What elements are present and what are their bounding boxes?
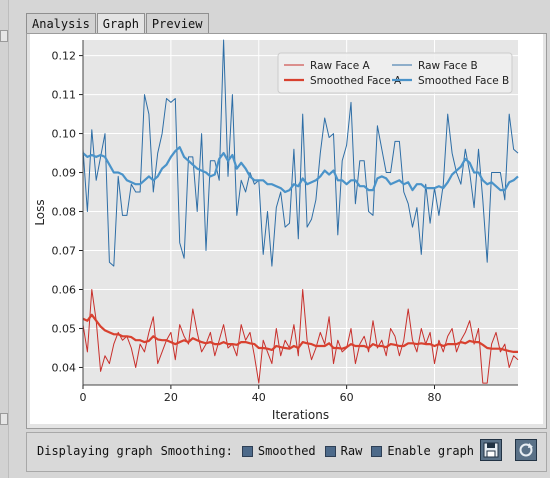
tab-preview[interactable]: Preview	[145, 13, 209, 34]
status-text: Displaying graph	[37, 444, 153, 458]
loss-chart: 0 20 40 60 80 0.04 0.05 0.06 0.07 0.08 0.09 0.10 0.1…	[33, 39, 519, 422]
y-tick-label: 0.07	[52, 245, 77, 258]
enable-graph-checkbox[interactable]	[371, 445, 383, 457]
y-tick-label: 0.08	[52, 206, 77, 219]
legend-label: Smoothed Face A	[310, 75, 402, 87]
bottom-toolbar: Displaying graph Smoothing: Smoothed Raw…	[26, 432, 547, 472]
y-tick-label: 0.04	[52, 361, 77, 374]
enable-graph-label[interactable]: Enable graph	[387, 444, 475, 458]
raw-option-label[interactable]: Raw	[340, 444, 363, 458]
x-tick-label: 60	[340, 391, 354, 404]
x-tick-label: 0	[80, 391, 87, 404]
series-line-smoothed-face-a	[82, 313, 518, 353]
tab-bar: Analysis Graph Preview	[26, 13, 210, 36]
legend-label: Raw Face B	[418, 60, 478, 72]
legend-label: Raw Face A	[310, 60, 371, 72]
save-figure-button[interactable]	[480, 439, 502, 461]
panel-edge-notch	[0, 413, 8, 425]
y-tick-label: 0.12	[52, 50, 77, 63]
y-tick-label: 0.11	[52, 89, 77, 102]
x-tick-label: 80	[428, 391, 442, 404]
legend-box	[277, 52, 513, 94]
series-line-smoothed-face-b	[82, 146, 519, 194]
y-tick-label: 0.05	[52, 322, 77, 335]
y-axis-label: Loss	[33, 199, 47, 225]
x-axis-label: Iterations	[272, 408, 329, 422]
y-tick-label: 0.06	[52, 283, 77, 296]
raw-checkbox[interactable]	[324, 445, 336, 457]
refresh-icon	[519, 443, 533, 457]
save-icon	[483, 442, 499, 458]
x-tick-label: 40	[252, 391, 266, 404]
legend-label: Smoothed Face B	[418, 75, 509, 87]
series-line-raw-face-b	[82, 39, 519, 267]
panel-edge-notch	[0, 30, 8, 42]
left-panel-edge	[0, 0, 9, 478]
smoothing-label: Smoothing:	[160, 444, 233, 458]
smoothed-checkbox[interactable]	[241, 445, 253, 457]
smoothed-option-label[interactable]: Smoothed	[257, 444, 316, 458]
y-tick-label: 0.09	[52, 167, 77, 180]
plot-canvas: 0 20 40 60 80 0.04 0.05 0.06 0.07 0.08 0.09 0.10 0.1…	[30, 34, 543, 424]
y-tick-label: 0.10	[52, 128, 77, 141]
tab-graph[interactable]: Graph	[96, 13, 145, 36]
x-tick-label: 20	[164, 391, 178, 404]
refresh-graph-button[interactable]	[515, 439, 537, 461]
tab-analysis[interactable]: Analysis	[26, 13, 96, 34]
